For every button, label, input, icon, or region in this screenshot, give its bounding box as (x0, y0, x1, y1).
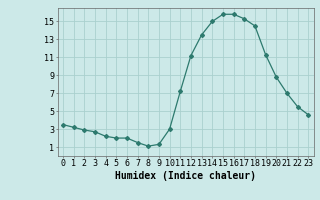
X-axis label: Humidex (Indice chaleur): Humidex (Indice chaleur) (115, 171, 256, 181)
